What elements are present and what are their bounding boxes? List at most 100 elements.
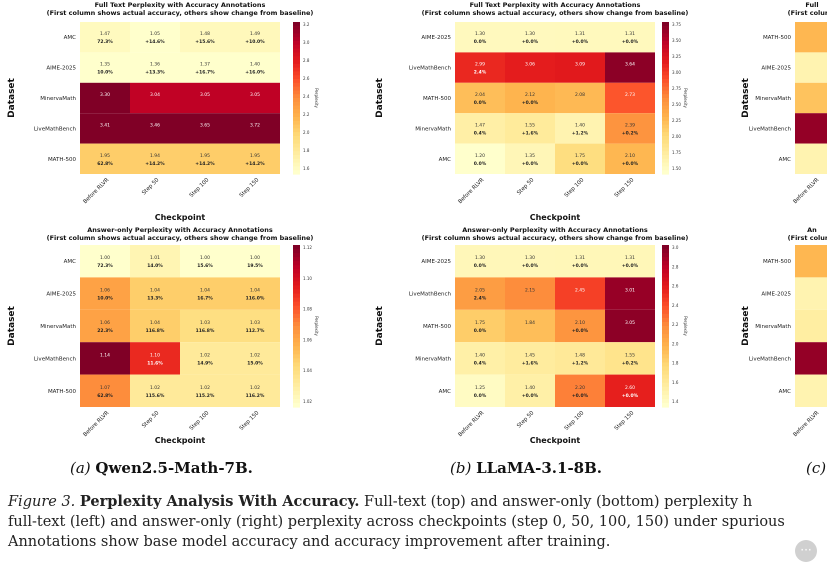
y-tick-label: MATH-500 [48, 389, 77, 395]
y-tick-label: LiveMathBench [749, 126, 792, 132]
more-options-icon[interactable]: ··· [795, 540, 817, 562]
colorbar-tick: 3.0 [303, 40, 310, 45]
colorbar-segment [293, 390, 300, 396]
chart-title: Full Text Perplexity with Accuracy Annot… [470, 1, 641, 9]
heatmap-cell [130, 113, 180, 144]
heatmap-cell [130, 22, 180, 53]
colorbar-segment [293, 63, 300, 69]
colorbar-segment [293, 132, 300, 137]
colorbar-segment [662, 48, 669, 53]
heatmap-cell [455, 309, 505, 343]
colorbar-segment [293, 382, 300, 388]
heatmap-cell [795, 277, 827, 310]
colorbar-tick: 2.50 [672, 102, 681, 107]
colorbar-segment [293, 321, 300, 327]
heatmap-cell [795, 309, 827, 343]
colorbar-segment [662, 350, 669, 355]
y-tick-label: LiveMathBench [409, 66, 452, 72]
heatmap-cell [455, 245, 505, 278]
cell-value-label: 1.14 [100, 352, 110, 358]
heatmap-cell [555, 374, 605, 407]
cell-accuracy-label: +0.0% [622, 39, 639, 45]
y-tick-label: AMC [64, 259, 77, 265]
cell-accuracy-label: +0.0% [522, 39, 539, 45]
colorbar-tick: 1.10 [303, 276, 312, 281]
colorbar-segment [293, 136, 300, 141]
heatmap-cell [455, 374, 505, 407]
cell-accuracy-label: 10.0% [97, 70, 113, 76]
cell-value-label: 2.04 [475, 92, 485, 98]
colorbar-tick: 2.8 [303, 58, 310, 63]
cell-value-label: 1.02 [200, 352, 210, 358]
heatmap-cell [130, 245, 180, 278]
cell-accuracy-label: +0.0% [622, 263, 639, 269]
cell-value-label: 1.00 [200, 255, 210, 261]
cell-value-label: 1.30 [475, 255, 485, 261]
cell-accuracy-label: +1.2% [572, 360, 589, 366]
cell-accuracy-label: +0.0% [522, 161, 539, 167]
colorbar-segment [293, 44, 300, 50]
cell-value-label: 1.10 [150, 352, 160, 358]
y-axis-label: Dataset [741, 305, 751, 345]
colorbar-segment [293, 37, 300, 42]
cell-accuracy-label: 116.0% [246, 296, 265, 302]
colorbar-segment [662, 289, 669, 295]
heatmap-cell [180, 113, 230, 144]
colorbar-segment [662, 301, 669, 307]
colorbar-segment [293, 86, 300, 91]
colorbar-segment [662, 162, 669, 167]
colorbar-segment [662, 269, 669, 274]
cell-value-label: 2.73 [625, 92, 635, 98]
cell-value-label: 3.05 [200, 92, 210, 98]
colorbar-segment [293, 155, 300, 160]
cell-accuracy-label: 11.6% [147, 360, 163, 366]
colorbar-segment [662, 326, 669, 331]
cell-accuracy-label: 0.0% [474, 100, 487, 106]
colorbar-segment [293, 67, 300, 72]
cell-accuracy-label: +0.0% [522, 393, 539, 399]
x-tick-label: Step 150 [614, 410, 636, 432]
cell-accuracy-label: 0.0% [474, 328, 487, 334]
colorbar-segment [662, 334, 669, 339]
colorbar-segment [293, 370, 300, 376]
y-tick-label: MATH-500 [763, 35, 792, 41]
colorbar-segment [293, 82, 300, 88]
heatmap-cell [605, 245, 655, 278]
colorbar-segment [293, 52, 300, 57]
chart-title: Answer-only Perplexity with Accuracy Ann… [462, 226, 648, 234]
cell-value-label: 1.47 [100, 31, 110, 37]
cell-accuracy-label: +1.2% [572, 130, 589, 136]
colorbar-segment [293, 120, 300, 126]
colorbar-segment [293, 289, 300, 295]
heatmap-cell [80, 52, 130, 83]
y-tick-label: LiveMathBench [749, 356, 792, 362]
colorbar-tick: 2.4 [303, 94, 310, 99]
colorbar-tick: 1.50 [672, 166, 681, 171]
y-tick-label: AIME-2025 [761, 66, 791, 72]
colorbar-tick: 1.6 [303, 166, 310, 171]
colorbar-segment [293, 79, 300, 84]
figure-caption-line3: Annotations show base model accuracy and… [8, 534, 611, 550]
colorbar-segment [293, 22, 300, 27]
y-axis-label: Dataset [375, 305, 385, 345]
colorbar-segment [662, 143, 669, 148]
x-axis-label: Checkpoint [530, 436, 581, 445]
x-tick-label: Step 100 [564, 177, 586, 199]
x-tick-label: Step 50 [516, 177, 536, 197]
cell-value-label: 2.15 [525, 288, 535, 294]
colorbar-segment [662, 273, 669, 278]
heatmap-cell [455, 277, 505, 310]
heatmap-cell [455, 143, 505, 174]
colorbar-segment [293, 273, 300, 278]
cell-value-label: 1.49 [250, 31, 260, 37]
cell-value-label: 2.12 [525, 92, 535, 98]
colorbar-segment [662, 82, 669, 88]
cell-accuracy-label: 112.7% [246, 328, 265, 334]
cell-value-label: 1.20 [475, 153, 485, 159]
colorbar-segment [662, 109, 669, 114]
colorbar-segment [662, 402, 669, 408]
heatmap-qwen-full: Full Text Perplexity with Accuracy Annot… [7, 1, 319, 222]
y-axis-label: Dataset [7, 305, 17, 345]
cell-accuracy-label: 22.3% [97, 328, 113, 334]
cell-accuracy-label: 0.4% [474, 130, 487, 136]
